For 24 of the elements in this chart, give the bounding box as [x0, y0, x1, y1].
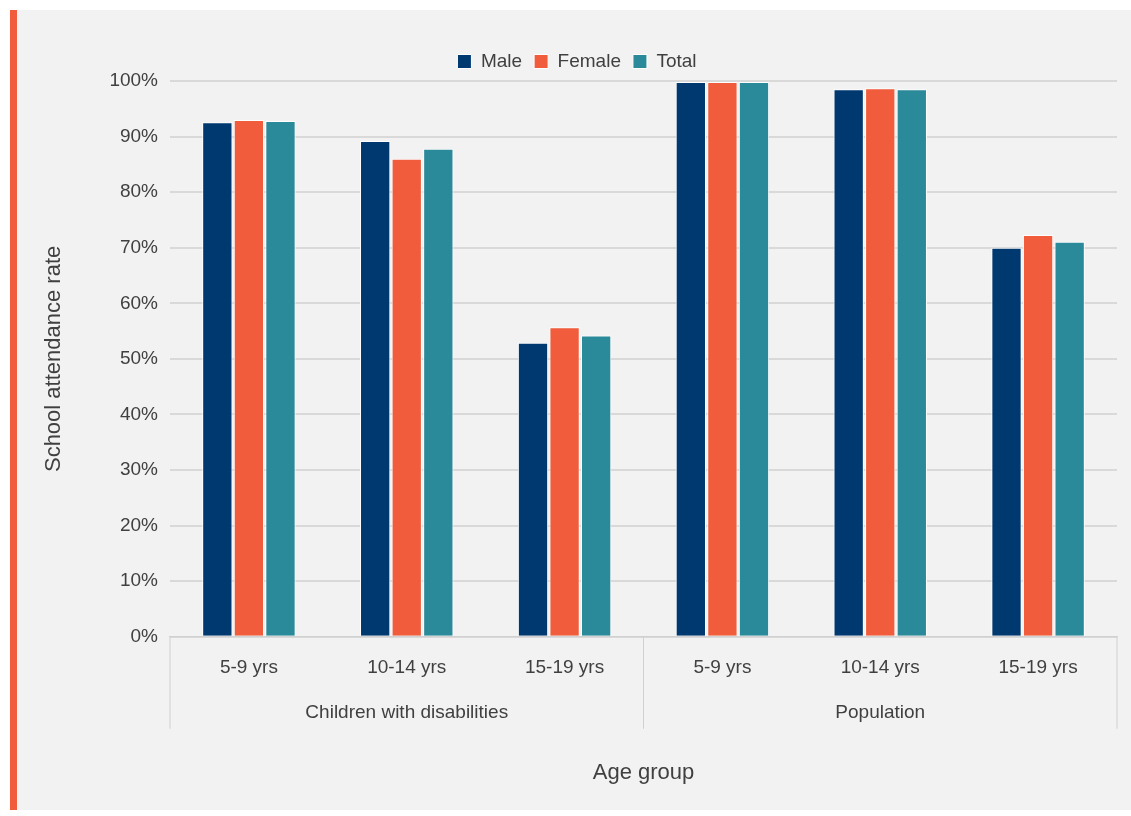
y-tick-label: 30% [119, 458, 159, 480]
text: Children with disabilities [305, 701, 509, 723]
x-tick-label: 5-9 yrs [693, 656, 752, 678]
y-tick-label: 20% [119, 513, 159, 535]
legend-label: Total [656, 49, 697, 71]
y-tick-label: 10% [119, 569, 159, 591]
y-tick-label: 60% [119, 291, 159, 313]
x-tick-label: 15-19 yrs [998, 656, 1078, 678]
text: Population [835, 701, 926, 723]
legend-label: Female [557, 49, 621, 71]
x-tick-label: 15-19 yrs [524, 656, 605, 678]
y-tick-label: 50% [119, 347, 159, 369]
y-axis-title: School attendance rate [40, 245, 66, 473]
x-tick-label: 5-9 yrs [219, 656, 278, 678]
y-tick-label: 100% [109, 69, 159, 91]
x-tick-label: 10-14 yrs [367, 656, 447, 678]
x-tick-label: 10-14 yrs [840, 656, 920, 678]
legend-label: Male [480, 49, 523, 71]
x-axis-title: Age group [592, 758, 695, 784]
y-tick-label: 40% [119, 402, 159, 424]
y-tick-label: 90% [119, 124, 159, 146]
y-tick-label: 70% [119, 235, 159, 257]
y-tick-label: 80% [119, 180, 159, 202]
y-tick-label: 0% [130, 625, 159, 647]
